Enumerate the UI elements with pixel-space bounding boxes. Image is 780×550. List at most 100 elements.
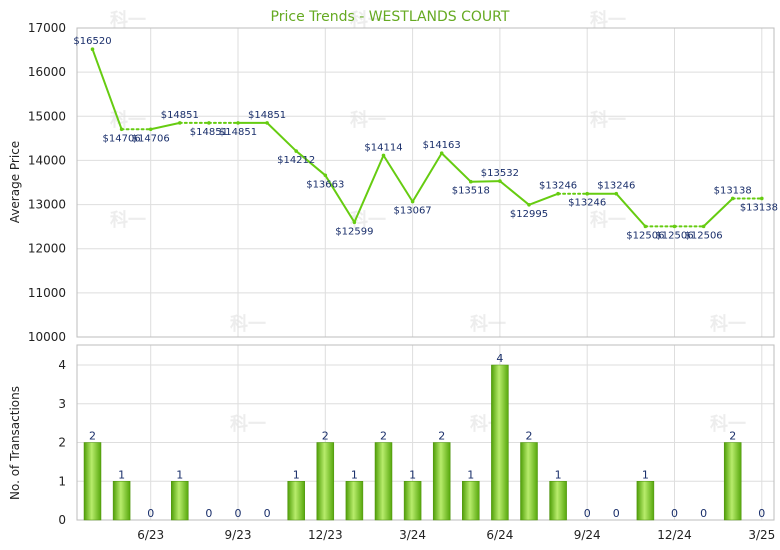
price-point-12: [439, 151, 444, 156]
price-label-22: $13138: [714, 185, 752, 196]
transaction-bar-13: [462, 481, 480, 521]
price-point-9: [352, 220, 357, 225]
price-y-ticks: 10000 11000 12000 13000 14000 15000 16000 17000: [28, 21, 66, 344]
transactions-plot-frame: [76, 344, 775, 521]
transaction-count-11: 1: [409, 468, 416, 481]
price-point-6: [265, 121, 269, 125]
price-y-tick-11000: 11000: [28, 286, 66, 300]
price-point-17: [585, 191, 589, 196]
watermark-2: 科一: [590, 9, 626, 31]
transaction-count-6: 0: [264, 507, 271, 520]
price-point-7: [294, 149, 299, 153]
price-label-1: $14706: [103, 133, 141, 144]
watermark-5: 科一: [590, 109, 626, 131]
price-point-14: [498, 179, 502, 183]
price-point-8: [323, 173, 328, 178]
transactions-y-tick-4: 4: [58, 358, 66, 372]
watermark-4: 科一: [350, 109, 386, 131]
price-series: [90, 47, 764, 229]
transactions-y-tick-2: 2: [58, 436, 66, 450]
price-segment-8: [295, 150, 327, 177]
x-tick-9-24: 9/24: [574, 528, 601, 542]
transaction-count-5: 0: [235, 507, 242, 520]
price-point-3: [178, 121, 182, 125]
watermark-14: 科一: [710, 413, 746, 435]
price-point-13: [469, 179, 473, 184]
price-label-4: $14851: [190, 127, 228, 138]
transaction-count-4: 0: [205, 507, 212, 520]
price-point-18: [614, 191, 619, 196]
x-tick-6-24: 6/24: [486, 528, 513, 542]
transaction-count-12: 2: [438, 430, 445, 443]
price-segment-15: [498, 180, 530, 206]
price-y-tick-17000: 17000: [28, 21, 66, 35]
price-segment-3: [149, 121, 181, 131]
watermark-8: 科一: [590, 209, 626, 231]
price-segment-12: [411, 152, 443, 203]
price-segment-1: [91, 48, 123, 131]
transaction-count-18: 0: [613, 507, 620, 520]
transaction-count-14: 4: [496, 352, 503, 365]
x-tick-3-25: 3/25: [748, 528, 775, 542]
transaction-bar-0: [83, 442, 102, 521]
price-y-tick-10000: 10000: [28, 330, 66, 344]
price-label-10: $14114: [364, 142, 402, 153]
transaction-count-19: 1: [642, 468, 649, 481]
transaction-bar-11: [403, 481, 422, 521]
transaction-count-8: 2: [322, 430, 329, 443]
transaction-count-9: 1: [351, 468, 358, 481]
watermark-1: 科一: [350, 9, 386, 31]
price-label-9: $12599: [335, 226, 373, 237]
price-y-tick-12000: 12000: [28, 242, 66, 256]
price-point-23: [760, 196, 764, 201]
transaction-count-0: 2: [89, 430, 96, 443]
price-segment-10: [353, 154, 385, 224]
transactions-y-tick-1: 1: [58, 474, 66, 488]
price-segment-11: [382, 154, 414, 203]
price-point-19: [643, 224, 648, 229]
transaction-count-22: 2: [729, 430, 736, 443]
x-tick-3-24: 3/24: [399, 528, 426, 542]
transactions-y-axis-label: No. of Transactions: [8, 386, 22, 500]
transaction-count-20: 0: [671, 507, 678, 520]
watermark-6: 科一: [110, 209, 146, 231]
price-point-4: [207, 121, 211, 125]
transaction-bar-8: [316, 442, 335, 521]
transaction-count-1: 1: [118, 468, 125, 481]
price-point-0: [90, 47, 95, 51]
x-tick-12-23: 12/23: [308, 528, 343, 542]
price-label-19: $12506: [626, 230, 664, 241]
price-label-20: $12506: [655, 230, 693, 241]
price-label-17: $13246: [568, 198, 606, 209]
x-tick-6-23: 6/23: [137, 528, 164, 542]
transaction-count-2: 0: [147, 507, 154, 520]
price-label-3: $14851: [161, 110, 199, 121]
price-label-23: $13138: [740, 202, 778, 213]
transaction-bars: [83, 364, 742, 521]
price-y-tick-13000: 13000: [28, 198, 66, 212]
watermark-9: 科一: [230, 313, 266, 335]
price-point-1: [119, 127, 124, 132]
price-point-2: [148, 127, 153, 132]
price-label-12: $14163: [423, 140, 461, 151]
transaction-bar-15: [520, 442, 538, 521]
price-plot-frame: [76, 27, 775, 338]
price-y-tick-15000: 15000: [28, 109, 66, 123]
price-label-21: $12506: [685, 230, 723, 241]
price-label-2: $14706: [132, 133, 170, 144]
price-label-6: $14851: [248, 110, 286, 121]
price-label-7: $14212: [277, 155, 315, 166]
price-label-15: $12995: [510, 209, 548, 220]
price-point-20: [672, 224, 677, 229]
transaction-bar-12: [432, 442, 451, 521]
transaction-bar-16: [549, 481, 567, 521]
watermark-7: 科一: [350, 209, 386, 231]
transaction-count-7: 1: [293, 468, 300, 481]
price-point-16: [556, 191, 560, 196]
transactions-y-ticks: 0 1 2 3 4: [58, 358, 66, 527]
transaction-bar-1: [112, 481, 131, 521]
price-point-5: [236, 121, 240, 125]
transactions-y-tick-3: 3: [58, 397, 66, 411]
price-label-16: $13246: [539, 181, 577, 192]
